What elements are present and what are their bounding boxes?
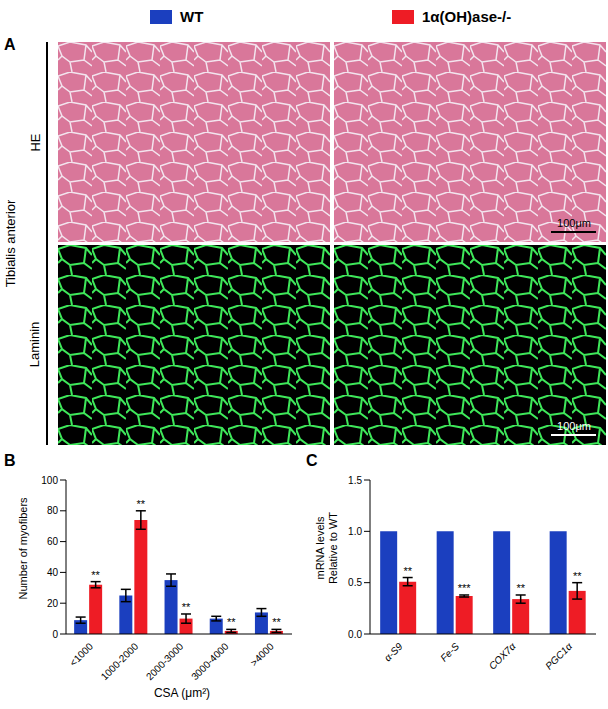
html-text:Number of myofibers: Number of myofibers (16, 497, 29, 599)
svg-text:**: ** (516, 582, 525, 594)
svg-text:100: 100 (41, 475, 58, 486)
svg-text:80: 80 (47, 505, 59, 516)
svg-text:1000-2000: 1000-2000 (99, 640, 141, 682)
svg-text:100μm: 100μm (557, 420, 591, 432)
html-text:HE: HE (27, 133, 43, 151)
html-text:A: A (4, 36, 16, 53)
svg-text:**: ** (182, 601, 191, 613)
svg-text:COX7α: COX7α (487, 640, 518, 671)
svg-text:**: ** (573, 570, 582, 582)
svg-text:2000-3000: 2000-3000 (144, 640, 186, 682)
html-text:C: C (306, 452, 318, 469)
html-text:B: B (4, 452, 16, 469)
html-text:WT: WT (180, 8, 204, 25)
svg-text:1.5: 1.5 (348, 475, 362, 486)
svg-text:**: ** (403, 565, 412, 577)
svg-text:PGC1α: PGC1α (543, 640, 574, 671)
svg-text:α-S9: α-S9 (382, 640, 405, 663)
svg-text:***: *** (458, 582, 472, 594)
svg-text:100μm: 100μm (557, 217, 591, 229)
svg-text:**: ** (137, 498, 146, 510)
svg-text:**: ** (227, 616, 236, 628)
svg-text:0.5: 0.5 (348, 577, 362, 588)
svg-text:<1000: <1000 (67, 640, 95, 668)
html-text:1α(OH)ase-/-: 1α(OH)ase-/- (422, 8, 512, 25)
svg-text:20: 20 (47, 598, 59, 609)
svg-text:**: ** (91, 569, 100, 581)
html-text:mRNA levels: mRNA levels (314, 516, 326, 580)
html-text:Relative to WT: Relative to WT (327, 511, 339, 585)
svg-text:Fe-S: Fe-S (438, 640, 461, 663)
svg-text:1.0: 1.0 (348, 526, 362, 537)
svg-text:0.0: 0.0 (348, 629, 362, 640)
svg-text:>4000: >4000 (248, 640, 276, 668)
svg-text:60: 60 (47, 536, 59, 547)
svg-text:40: 40 (47, 567, 59, 578)
html-text:CSA (μm²): CSA (μm²) (153, 686, 211, 700)
svg-text:0: 0 (52, 629, 58, 640)
svg-text:3000-4000: 3000-4000 (189, 640, 231, 682)
svg-text:**: ** (272, 616, 281, 628)
html-text:Tibialis anterior: Tibialis anterior (3, 199, 19, 288)
html-text:Laminin: Laminin (27, 321, 43, 367)
